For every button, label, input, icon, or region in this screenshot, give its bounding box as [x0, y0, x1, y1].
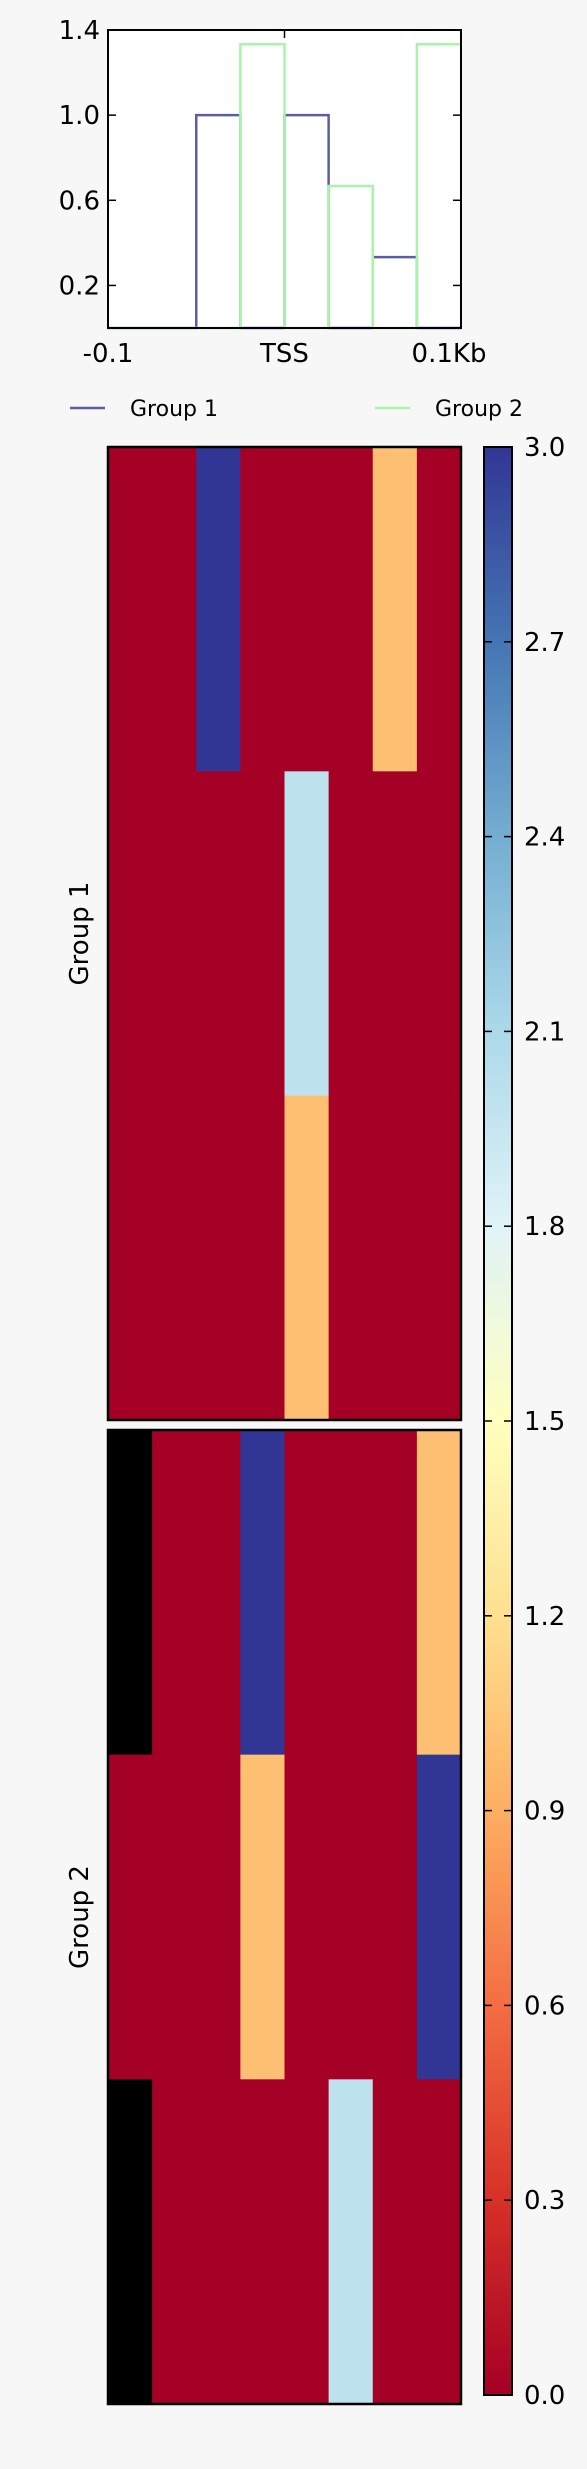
colorbar-tick-label: 2.7 — [524, 628, 565, 658]
colorbar-tick-label: 3.0 — [524, 433, 565, 463]
colorbar: 0.0 0.3 0.6 0.9 1.2 1.5 1.8 2.1 2.4 2.7 3.0 — [483, 433, 565, 2411]
heatmap-cell — [416, 1754, 462, 2080]
heatmap-cell — [328, 2079, 374, 2405]
profile-plot: 0.2 0.6 1.0 1.4 -0.1 TSS 0.1Kb — [59, 16, 487, 369]
heatmap-cell — [416, 1430, 462, 1756]
heatmap-cell — [240, 1754, 286, 2080]
heatmap-cell — [328, 1430, 374, 1756]
heatmap-cell — [108, 1095, 153, 1421]
heatmap-cell — [372, 771, 418, 1097]
heatmap-cell — [328, 447, 374, 772]
heatmap-cell — [196, 1430, 241, 1756]
heatmap-cell — [196, 1095, 241, 1421]
profile-y-tick-label: 1.4 — [59, 16, 100, 46]
heatmap-cell — [416, 771, 462, 1097]
heatmap-cell — [108, 1430, 153, 1756]
profile-y-tick-label: 1.0 — [59, 101, 100, 131]
heatmap-group-2: Group 2 — [65, 1428, 463, 2406]
colorbar-tick-label: 0.0 — [524, 2381, 565, 2411]
colorbar-tick-label: 2.4 — [524, 823, 565, 853]
heatmap-cell — [196, 1754, 241, 2080]
profile-x-tick-label: 0.1Kb — [412, 339, 487, 369]
heatmap-cell — [108, 447, 153, 772]
heatmap-cell — [108, 1754, 153, 2080]
colorbar-tick-label: 0.3 — [524, 2186, 565, 2216]
heatmap-cell — [372, 1095, 418, 1421]
heatmap-cell — [152, 2079, 197, 2405]
heatmap-cell — [108, 771, 153, 1097]
heatmap-cell — [284, 2079, 330, 2405]
colorbar-tick-label: 1.5 — [524, 1407, 565, 1437]
heatmap-group-frame — [106, 445, 463, 1422]
heatmap-cell — [284, 1754, 330, 2080]
heatmap-cell — [328, 1754, 374, 2080]
profile-y-tick-label: 0.6 — [59, 186, 100, 216]
heatmap-cell — [284, 1430, 330, 1756]
heatmap-cell — [372, 2079, 418, 2405]
legend-label-2: Group 2 — [435, 397, 523, 422]
heatmap-cell — [284, 771, 330, 1097]
heatmap-cell — [240, 1095, 286, 1421]
colorbar-tick-label: 2.1 — [524, 1017, 565, 1047]
colorbar-tick-label: 1.2 — [524, 1602, 565, 1632]
colorbar-tick-label: 0.9 — [524, 1797, 565, 1827]
heatmap-cell — [284, 1095, 330, 1421]
heatmap-cell — [152, 771, 197, 1097]
heatmap-cell — [416, 1095, 462, 1421]
heatmap-cell — [152, 447, 197, 772]
profile-x-tick-label: -0.1 — [83, 339, 134, 369]
heatmap-group-label: Group 2 — [65, 1865, 95, 1969]
profile-y-tick-label: 0.2 — [59, 271, 100, 301]
heatmap-cell — [152, 1754, 197, 2080]
profile-plot-frame — [107, 29, 462, 329]
profile-x-tick-label: TSS — [259, 339, 309, 369]
heatmap-cell — [372, 1430, 418, 1756]
heatmap-cell — [152, 1095, 197, 1421]
heatmap-cell — [416, 447, 462, 772]
heatmap-cell — [372, 447, 418, 772]
legend-label-1: Group 1 — [130, 397, 218, 422]
heatmap-cell — [416, 2079, 462, 2405]
heatmap-cell — [240, 447, 286, 772]
heatmap-cell — [240, 771, 286, 1097]
heatmap-cell — [240, 1430, 286, 1756]
heatmap-cell — [196, 447, 241, 772]
heatmap-cell — [372, 1754, 418, 2080]
heatmap-cell — [328, 771, 374, 1097]
heatmap-cell — [196, 2079, 241, 2405]
heatmap-cell — [328, 1095, 374, 1421]
heatmap-cell — [240, 2079, 286, 2405]
colorbar-tick-label: 0.6 — [524, 1991, 565, 2021]
heatmap-group-1: Group 1 — [65, 445, 463, 1422]
heatmap-cell — [108, 2079, 153, 2405]
heatmap-cell — [152, 1430, 197, 1756]
heatmap-group-label: Group 1 — [65, 882, 95, 986]
legend: Group 1 Group 2 — [70, 397, 523, 422]
colorbar-tick-label: 1.8 — [524, 1212, 565, 1242]
heatmap-cell — [284, 447, 330, 772]
heatmap-group-frame — [106, 1428, 463, 2406]
heatmap-cell — [196, 771, 241, 1097]
heatmap: Group 1 Group 2 — [65, 445, 463, 2406]
